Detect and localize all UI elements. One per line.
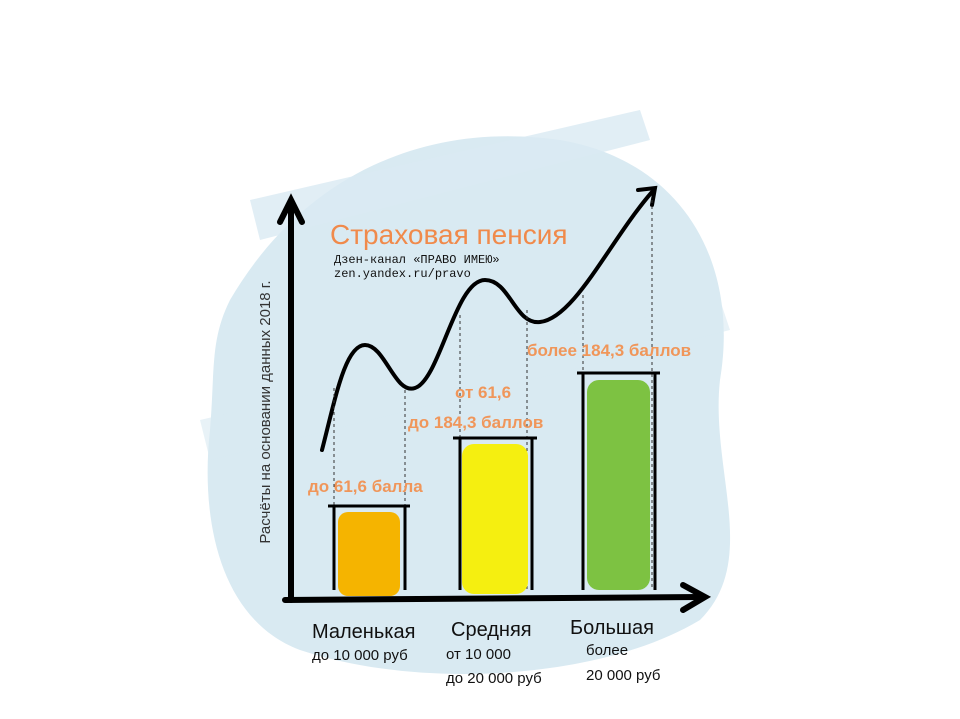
category: Большая bbox=[570, 617, 654, 639]
income: 20 000 руб bbox=[586, 667, 660, 684]
points-label: до 61,6 балла bbox=[308, 477, 423, 496]
category: Средняя bbox=[451, 619, 532, 641]
bars bbox=[328, 371, 660, 596]
income: более bbox=[586, 642, 628, 659]
income: до 20 000 руб bbox=[446, 670, 542, 687]
title: Страховая пенсия bbox=[330, 219, 568, 250]
y-axis-label: Расчёты на основании данных 2018 г. bbox=[257, 280, 274, 543]
curve bbox=[320, 185, 658, 452]
income: от 10 000 bbox=[446, 646, 511, 663]
category: Маленькая bbox=[312, 621, 415, 643]
income: до 10 000 руб bbox=[312, 647, 408, 664]
points-label: более 184,3 баллов bbox=[527, 341, 691, 360]
points-label: от 61,6 bbox=[455, 383, 511, 402]
points-label: до 184,3 баллов bbox=[408, 413, 543, 432]
watermark: Дзен-канал «ПРАВО ИМЕЮ» bbox=[334, 253, 500, 267]
axes bbox=[277, 193, 712, 613]
watermark: zen.yandex.ru/pravo bbox=[334, 267, 471, 281]
